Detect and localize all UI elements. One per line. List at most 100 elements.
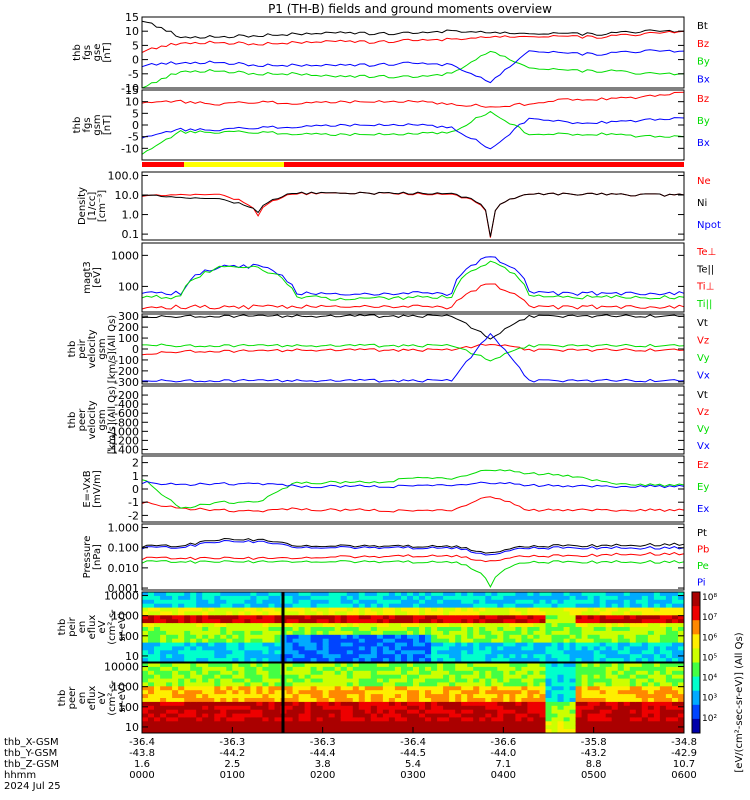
heatmap-cell xyxy=(154,666,161,672)
heatmap-cell xyxy=(623,623,631,628)
heatmap-cell xyxy=(587,627,595,632)
heatmap-cell xyxy=(563,650,571,655)
heatmap-cell xyxy=(672,674,679,680)
heatmap-cell xyxy=(503,592,510,597)
heatmap-cell xyxy=(461,654,468,659)
heatmap-cell xyxy=(382,642,390,647)
heatmap-cell xyxy=(623,678,631,683)
heatmap-cell xyxy=(304,638,312,644)
heatmap-cell xyxy=(274,627,281,632)
heatmap-cell xyxy=(479,627,486,632)
heatmap-cell xyxy=(394,658,402,663)
heatmap-cell xyxy=(226,717,233,722)
heatmap-cell xyxy=(340,721,348,726)
heatmap-cell xyxy=(148,674,155,680)
heatmap-cell xyxy=(533,686,540,691)
heatmap-cell xyxy=(479,721,486,726)
heatmap-cell xyxy=(623,634,631,640)
heatmap-cell xyxy=(226,603,233,609)
heatmap-cell xyxy=(533,705,540,711)
y-tick-label: 100 xyxy=(118,332,139,345)
heatmap-cell xyxy=(388,690,396,695)
heatmap-cell xyxy=(672,654,679,659)
heatmap-cell xyxy=(166,686,173,691)
heatmap-cell xyxy=(298,698,306,703)
heatmap-cell xyxy=(467,623,474,628)
x-tick-label: -44.5 xyxy=(400,748,426,759)
heatmap-cell xyxy=(599,674,607,680)
heatmap-cell xyxy=(184,650,191,655)
heatmap-cell xyxy=(569,611,577,616)
heatmap-cell xyxy=(166,670,173,676)
heatmap-cell xyxy=(244,682,251,687)
heatmap-cell xyxy=(142,634,149,640)
y-tick-label: 0.010 xyxy=(108,562,140,575)
heatmap-cell xyxy=(413,686,420,691)
heatmap-cell xyxy=(190,634,197,640)
heatmap-cell xyxy=(455,634,462,640)
heatmap-cell xyxy=(208,634,215,640)
heatmap-cell xyxy=(557,701,564,707)
heatmap-cell xyxy=(304,642,312,647)
heatmap-cell xyxy=(425,627,432,632)
heatmap-cell xyxy=(551,666,558,672)
heatmap-cell xyxy=(605,592,613,597)
heatmap-cell xyxy=(214,663,221,668)
heatmap-cell xyxy=(641,658,649,663)
heatmap-cell xyxy=(142,611,149,616)
heatmap-cell xyxy=(286,638,293,644)
heatmap-cell xyxy=(605,717,613,722)
heatmap-cell xyxy=(352,713,360,718)
heatmap-cell xyxy=(557,721,564,726)
heatmap-cell xyxy=(629,721,637,726)
heatmap-cell xyxy=(611,674,619,680)
heatmap-cell xyxy=(575,701,583,707)
heatmap-cell xyxy=(611,646,619,651)
heatmap-cell xyxy=(611,642,619,647)
heatmap-cell xyxy=(250,709,257,715)
heatmap-cell xyxy=(437,595,444,601)
heatmap-cell xyxy=(358,650,366,655)
heatmap-cell xyxy=(370,717,378,722)
heatmap-cell xyxy=(569,623,577,628)
heatmap-cell xyxy=(304,666,312,672)
heatmap-cell xyxy=(419,725,426,730)
heatmap-cell xyxy=(202,690,209,695)
heatmap-cell xyxy=(262,638,269,644)
heatmap-cell xyxy=(443,619,450,624)
heatmap-cell xyxy=(286,713,293,718)
heatmap-cell xyxy=(599,686,607,691)
x-tick-label: -36.4 xyxy=(129,737,155,748)
heatmap-cell xyxy=(599,663,607,668)
heatmap-cell xyxy=(563,654,571,659)
heatmap-cell xyxy=(605,595,613,601)
heatmap-cell xyxy=(184,682,191,687)
heatmap-cell xyxy=(647,646,655,651)
heatmap-cell xyxy=(310,654,318,659)
x-tick-label: -44.2 xyxy=(219,748,245,759)
heatmap-cell xyxy=(461,686,468,691)
heatmap-cell xyxy=(370,690,378,695)
heatmap-cell xyxy=(575,634,583,640)
heatmap-cell xyxy=(515,592,522,597)
heatmap-cell xyxy=(226,670,233,676)
heatmap-cell xyxy=(635,623,643,628)
heatmap-cell xyxy=(202,634,209,640)
heatmap-cell xyxy=(425,630,432,636)
heatmap-cell xyxy=(593,646,601,651)
heatmap-cell xyxy=(202,721,209,726)
heatmap-cell xyxy=(238,650,245,655)
heatmap-cell xyxy=(364,592,372,597)
heatmap-cell xyxy=(376,611,384,616)
heatmap-cell xyxy=(388,705,396,711)
heatmap-cell xyxy=(250,615,257,620)
heatmap-cell xyxy=(340,599,348,605)
heatmap-cell xyxy=(485,674,492,680)
heatmap-cell xyxy=(611,713,619,718)
heatmap-cell xyxy=(545,654,552,659)
heatmap-cell xyxy=(665,717,673,722)
heatmap-cell xyxy=(334,619,342,624)
heatmap-cell xyxy=(485,713,492,718)
heatmap-cell xyxy=(178,650,185,655)
